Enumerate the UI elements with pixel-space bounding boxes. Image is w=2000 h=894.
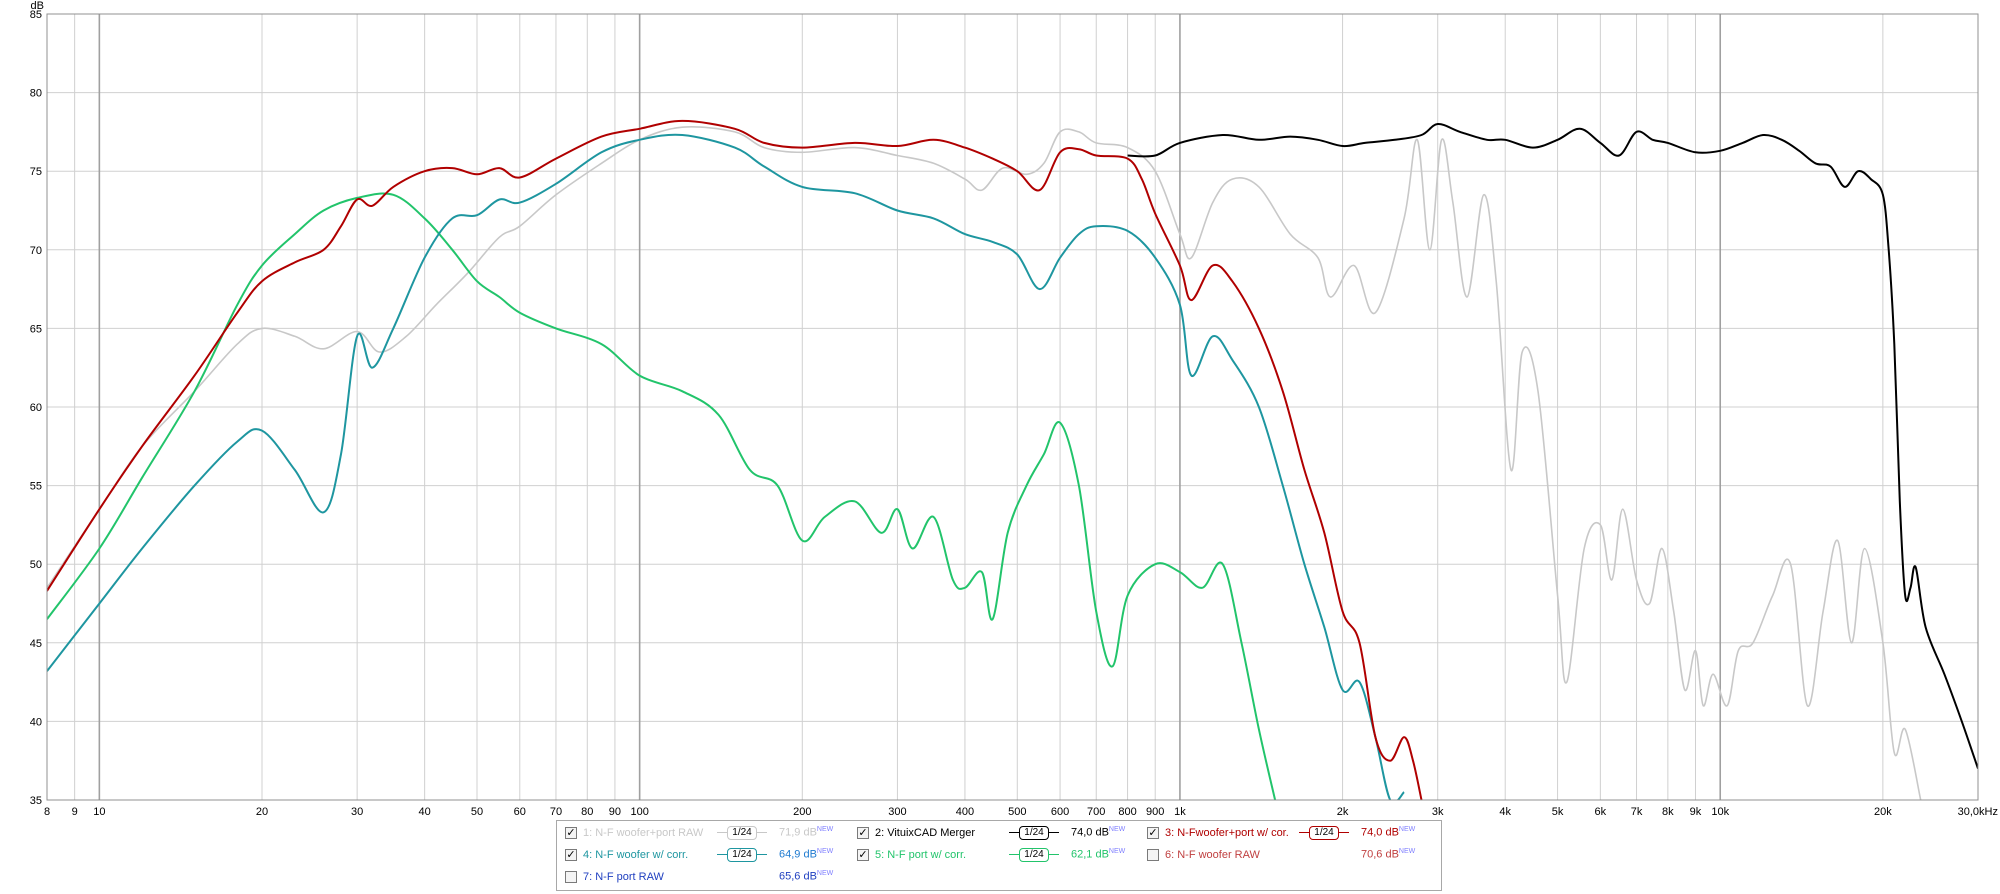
x-tick-label-600: 600 bbox=[1051, 806, 1069, 818]
x-tick-label-9: 9 bbox=[72, 806, 78, 818]
x-tick-label-4k: 4k bbox=[1499, 806, 1511, 818]
legend-item-7[interactable]: 7: N-F port RAW bbox=[565, 867, 664, 887]
smoothing-label-5: 1/24 bbox=[1019, 848, 1049, 862]
x-tick-label-500: 500 bbox=[1008, 806, 1026, 818]
legend-label-6: 6: N-F woofer RAW bbox=[1165, 849, 1260, 861]
x-tick-label-9k: 9k bbox=[1690, 806, 1702, 818]
y-tick-label-75: 75 bbox=[30, 166, 42, 178]
smoothing-button-1[interactable]: 1/24 bbox=[717, 825, 767, 841]
legend-checkbox-7[interactable] bbox=[565, 871, 577, 883]
legend-label-4: 4: N-F woofer w/ corr. bbox=[583, 849, 689, 861]
x-tick-label-1k: 1k bbox=[1174, 806, 1186, 818]
x-tick-label-6k: 6k bbox=[1595, 806, 1607, 818]
legend-db-4: 64,9 dBNEW bbox=[779, 848, 834, 861]
x-axis-ticks: 8 9 10 20 30 40 50 60 70 80 90 100 200 300 400 500 600 70… bbox=[44, 806, 1892, 818]
legend-checkbox-1[interactable]: ✓ bbox=[565, 827, 577, 839]
series-line-s4 bbox=[47, 133, 1405, 800]
smoothing-button-5[interactable]: 1/24 bbox=[1009, 847, 1059, 863]
legend-checkbox-6[interactable] bbox=[1147, 849, 1159, 861]
x-tick-label-7k: 7k bbox=[1631, 806, 1643, 818]
x-tick-label-3k: 3k bbox=[1432, 806, 1444, 818]
x-tick-label-20: 20 bbox=[256, 806, 268, 818]
legend-label-7: 7: N-F port RAW bbox=[583, 871, 664, 883]
y-tick-label-40: 40 bbox=[30, 716, 42, 728]
legend-label-2: 2: VituixCAD Merger bbox=[875, 827, 976, 839]
x-tick-label-10k: 10k bbox=[1711, 806, 1729, 818]
x-tick-label-2k: 2k bbox=[1337, 806, 1349, 818]
x-tick-label-700: 700 bbox=[1087, 806, 1105, 818]
x-tick-label-5k: 5k bbox=[1552, 806, 1564, 818]
smoothing-label-2: 1/24 bbox=[1019, 826, 1049, 840]
plot-frame bbox=[46, 13, 1979, 801]
legend-db-3: 74,0 dBNEW bbox=[1361, 826, 1416, 839]
x-tick-label-8k: 8k bbox=[1662, 806, 1674, 818]
smoothing-button-2[interactable]: 1/24 bbox=[1009, 825, 1059, 841]
x-tick-label-70: 70 bbox=[550, 806, 562, 818]
y-tick-label-70: 70 bbox=[30, 245, 42, 257]
legend-item-5[interactable]: ✓ 5: N-F port w/ corr. bbox=[857, 845, 966, 865]
legend-item-1[interactable]: ✓ 1: N-F woofer+port RAW bbox=[565, 823, 703, 843]
legend-label-1: 1: N-F woofer+port RAW bbox=[583, 827, 704, 839]
legend-db-5: 62,1 dBNEW bbox=[1071, 848, 1126, 861]
legend-label-5: 5: N-F port w/ corr. bbox=[875, 849, 967, 861]
y-tick-label-45: 45 bbox=[30, 638, 42, 650]
legend-item-3[interactable]: ✓ 3: N-Fwoofer+port w/ cor. bbox=[1147, 823, 1289, 843]
series-line-s3 bbox=[47, 119, 1423, 800]
y-tick-label-55: 55 bbox=[30, 481, 42, 493]
y-tick-label-65: 65 bbox=[30, 323, 42, 335]
legend-db-6: 70,6 dBNEW bbox=[1361, 848, 1416, 861]
x-tick-label-80: 80 bbox=[581, 806, 593, 818]
smoothing-label-4: 1/24 bbox=[727, 848, 757, 862]
legend-item-6[interactable]: 6: N-F woofer RAW bbox=[1147, 845, 1260, 865]
x-tick-label-20k: 20k bbox=[1874, 806, 1892, 818]
series-curves bbox=[47, 119, 1978, 800]
x-tick-label-8: 8 bbox=[44, 806, 50, 818]
y-axis-ticks: 35 40 45 50 55 60 65 70 75 80 85 bbox=[30, 9, 42, 807]
legend-db-1: 71,9 dBNEW bbox=[779, 826, 834, 839]
x-tick-label-200: 200 bbox=[793, 806, 811, 818]
x-tick-label-30: 30 bbox=[351, 806, 363, 818]
x-tick-label-100: 100 bbox=[630, 806, 648, 818]
legend: ✓ 1: N-F woofer+port RAW 1/24 71,9 dBNEW… bbox=[556, 820, 1442, 891]
legend-checkbox-5[interactable]: ✓ bbox=[857, 849, 869, 861]
y-tick-label-85: 85 bbox=[30, 9, 42, 21]
legend-checkbox-2[interactable]: ✓ bbox=[857, 827, 869, 839]
legend-item-2[interactable]: ✓ 2: VituixCAD Merger bbox=[857, 823, 975, 843]
series-line-s5 bbox=[47, 192, 1277, 800]
y-tick-label-60: 60 bbox=[30, 402, 42, 414]
x-tick-label-800: 800 bbox=[1118, 806, 1136, 818]
x-tick-label-400: 400 bbox=[956, 806, 974, 818]
y-tick-label-50: 50 bbox=[30, 559, 42, 571]
x-tick-label-300: 300 bbox=[888, 806, 906, 818]
x-tick-label-50: 50 bbox=[471, 806, 483, 818]
legend-checkbox-3[interactable]: ✓ bbox=[1147, 827, 1159, 839]
legend-checkbox-4[interactable]: ✓ bbox=[565, 849, 577, 861]
x-tick-label-900: 900 bbox=[1146, 806, 1164, 818]
x-tick-label-10: 10 bbox=[93, 806, 105, 818]
x-axis-unit: 30,0kHz bbox=[1958, 806, 1998, 818]
x-tick-label-60: 60 bbox=[514, 806, 526, 818]
legend-item-4[interactable]: ✓ 4: N-F woofer w/ corr. bbox=[565, 845, 688, 865]
legend-label-3: 3: N-Fwoofer+port w/ cor. bbox=[1165, 827, 1289, 839]
y-axis-label: dB bbox=[31, 0, 44, 12]
y-tick-label-35: 35 bbox=[30, 795, 42, 807]
smoothing-button-4[interactable]: 1/24 bbox=[717, 847, 767, 863]
y-tick-label-80: 80 bbox=[30, 88, 42, 100]
series-line-s1 bbox=[47, 126, 1922, 800]
legend-db-7: 65,6 dBNEW bbox=[779, 870, 834, 883]
smoothing-label-1: 1/24 bbox=[727, 826, 757, 840]
x-tick-label-40: 40 bbox=[419, 806, 431, 818]
series-line-s2 bbox=[1127, 122, 1978, 769]
legend-db-2: 74,0 dBNEW bbox=[1071, 826, 1126, 839]
smoothing-button-3[interactable]: 1/24 bbox=[1299, 825, 1349, 841]
smoothing-label-3: 1/24 bbox=[1309, 826, 1339, 840]
x-tick-label-90: 90 bbox=[609, 806, 621, 818]
